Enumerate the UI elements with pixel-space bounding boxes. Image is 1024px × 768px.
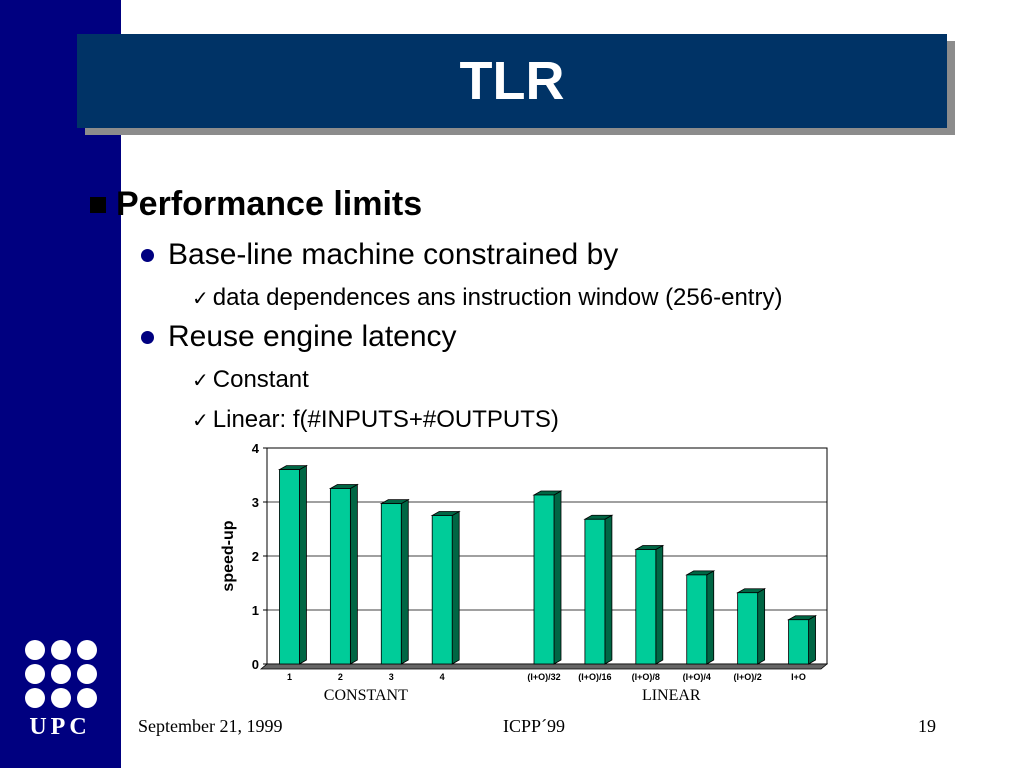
bullet-performance-limits: Performance limits bbox=[90, 185, 422, 224]
y-tick-label: 1 bbox=[252, 603, 259, 618]
x-tick-label: (I+O)/32 bbox=[527, 672, 560, 682]
bar-side bbox=[604, 514, 613, 665]
bullet-text: Linear: f(#INPUTS+#OUTPUTS) bbox=[212, 406, 559, 433]
speedup-bar-chart: 0 1 2 3 4 speed-up 1 2 3 4 (I+O)/32 (I+O)/16 (I+O)/8… bbox=[220, 441, 829, 704]
check-icon: ✓ bbox=[192, 408, 209, 432]
x-tick-label: 3 bbox=[389, 672, 394, 682]
bar bbox=[329, 488, 351, 665]
x-tick-label: I+O bbox=[791, 672, 806, 682]
bar-side bbox=[553, 490, 562, 665]
x-tick-label: (I+O)/4 bbox=[683, 672, 711, 682]
y-tick-label: 3 bbox=[252, 495, 259, 510]
bullet-text: Base-line machine constrained by bbox=[168, 238, 619, 271]
logo-dot bbox=[51, 664, 71, 684]
logo-dot bbox=[77, 688, 97, 708]
x-tick-label: (I+O)/8 bbox=[632, 672, 660, 682]
group-label: CONSTANT bbox=[324, 687, 408, 704]
y-tick-label: 4 bbox=[252, 441, 260, 456]
bar-side bbox=[757, 588, 766, 665]
slide-title: TLR bbox=[459, 51, 565, 111]
logo-dot bbox=[51, 640, 71, 660]
bar-side bbox=[349, 483, 358, 665]
bar bbox=[533, 494, 555, 665]
y-tick-label: 0 bbox=[252, 657, 259, 672]
footer-page-number: 19 bbox=[918, 716, 936, 736]
bar bbox=[737, 592, 759, 665]
group-label: LINEAR bbox=[642, 687, 701, 704]
logo-dot bbox=[25, 664, 45, 684]
check-icon: ✓ bbox=[192, 286, 209, 310]
round-bullet-icon bbox=[141, 330, 154, 344]
round-bullet-icon bbox=[141, 248, 154, 262]
upc-logo-text: UPC bbox=[29, 714, 91, 740]
y-axis-label: speed-up bbox=[220, 520, 237, 591]
bar bbox=[788, 619, 809, 665]
bullet-text: Performance limits bbox=[116, 185, 423, 223]
bullet-text: Constant bbox=[212, 366, 309, 393]
bullet-text: data dependences ans instruction window … bbox=[212, 284, 783, 311]
bullet-reuse-engine: Reuse engine latency bbox=[141, 320, 457, 354]
logo-dot bbox=[77, 664, 97, 684]
bar bbox=[686, 574, 708, 665]
x-tick-label: 2 bbox=[338, 672, 343, 682]
bar bbox=[431, 515, 453, 665]
bullet-constant: ✓ Constant bbox=[192, 366, 309, 394]
bar-side bbox=[451, 510, 460, 665]
bullet-text: Reuse engine latency bbox=[168, 320, 457, 353]
chart-floor bbox=[259, 663, 829, 670]
x-tick-label: (I+O)/16 bbox=[578, 672, 611, 682]
x-tick-label: 4 bbox=[440, 672, 445, 682]
bar-side bbox=[299, 464, 307, 665]
upc-logo-dots bbox=[25, 640, 97, 712]
check-icon: ✓ bbox=[192, 368, 209, 392]
x-tick-label: (I+O)/2 bbox=[734, 672, 762, 682]
bar bbox=[584, 518, 606, 665]
logo-dot bbox=[51, 688, 71, 708]
bar bbox=[380, 503, 402, 665]
footer-date: September 21, 1999 bbox=[138, 716, 283, 736]
bullet-baseline-machine: Base-line machine constrained by bbox=[141, 238, 618, 272]
bullet-linear: ✓ Linear: f(#INPUTS+#OUTPUTS) bbox=[192, 406, 559, 434]
bar bbox=[635, 549, 657, 665]
bar-side bbox=[400, 498, 409, 665]
bar-side bbox=[808, 615, 816, 665]
title-banner: TLR bbox=[77, 34, 947, 128]
bullet-data-dependences: ✓ data dependences ans instruction windo… bbox=[192, 284, 782, 312]
y-tick-label: 2 bbox=[252, 549, 259, 564]
x-tick-label: 1 bbox=[287, 672, 292, 682]
bar-side bbox=[655, 544, 664, 665]
footer-conference: ICPP´99 bbox=[503, 716, 566, 736]
logo-dot bbox=[25, 688, 45, 708]
bar bbox=[279, 469, 300, 665]
square-bullet-icon bbox=[90, 196, 106, 213]
logo-dot bbox=[25, 640, 45, 660]
bar-side bbox=[706, 570, 715, 665]
logo-dot bbox=[77, 640, 97, 660]
